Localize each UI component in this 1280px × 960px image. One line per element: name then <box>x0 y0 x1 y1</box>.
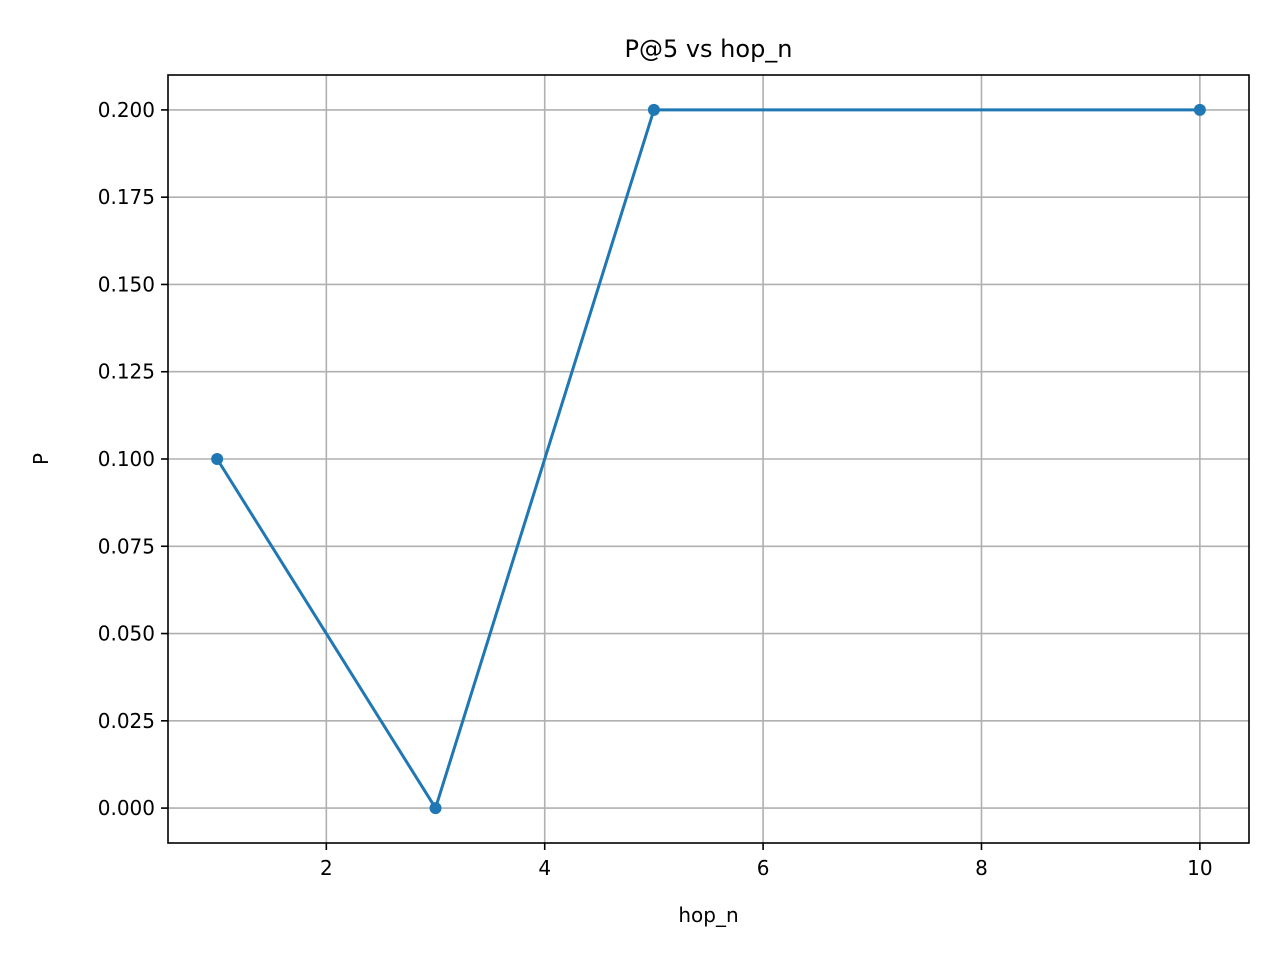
x-tick-label: 6 <box>757 856 770 880</box>
x-axis-label: hop_n <box>678 903 738 927</box>
y-axis-label: P <box>29 453 53 465</box>
axis-ticks: 2 4 6 8 10 0.000 0.025 0.050 0.075 0.100 0.125 0.15… <box>98 98 1213 880</box>
series-layer <box>211 103 1206 815</box>
y-tick-label: 0.075 <box>98 534 155 558</box>
y-tick-label: 0.000 <box>98 796 155 820</box>
y-tick-label: 0.125 <box>98 360 155 384</box>
y-tick-label: 0.200 <box>98 98 155 122</box>
y-tick-label: 0.150 <box>98 272 155 296</box>
chart-title: P@5 vs hop_n <box>624 35 792 63</box>
data-point <box>647 103 660 116</box>
x-tick-label: 4 <box>538 856 551 880</box>
x-tick-label: 2 <box>320 856 333 880</box>
x-tick-label: 10 <box>1187 856 1212 880</box>
data-point <box>1193 103 1206 116</box>
data-point <box>429 802 442 815</box>
series-line <box>215 108 1200 810</box>
y-tick-label: 0.025 <box>98 709 155 733</box>
data-point <box>211 453 224 465</box>
y-tick-label: 0.050 <box>98 622 155 646</box>
y-tick-label: 0.100 <box>98 447 155 471</box>
y-tick-label: 0.175 <box>98 185 155 209</box>
x-tick-label: 8 <box>975 856 988 880</box>
